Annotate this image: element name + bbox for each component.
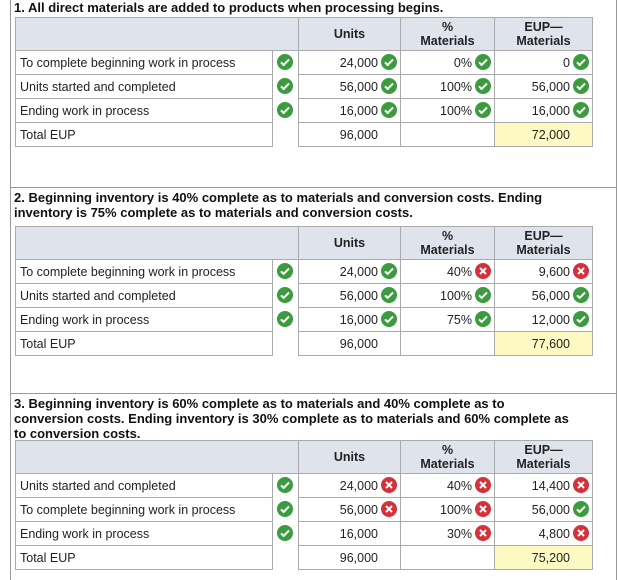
header-blank (15, 440, 273, 474)
correct-icon (277, 477, 293, 493)
section-title: 3. Beginning inventory is 60% complete a… (14, 396, 569, 441)
row-label: Units started and completed (15, 74, 273, 99)
total-label: Total EUP (15, 122, 273, 147)
header-text: Materials (420, 243, 475, 257)
row-units: 16,000 (298, 521, 401, 546)
header-gap (272, 226, 299, 260)
correct-icon (573, 501, 589, 517)
correct-icon (381, 102, 397, 118)
correct-icon (475, 78, 491, 94)
row-label: Ending work in process (15, 521, 273, 546)
row-label: To complete beginning work in process (15, 497, 273, 522)
total-eup: 72,000 (494, 122, 593, 147)
correct-icon (277, 78, 293, 94)
header-percent: % Materials (400, 17, 495, 51)
header-eup: EUP— Materials (494, 226, 593, 260)
header-eup: EUP— Materials (494, 17, 593, 51)
total-units: 96,000 (298, 122, 401, 147)
incorrect-icon (573, 477, 589, 493)
correct-icon (277, 525, 293, 541)
header-text: EUP— (524, 229, 563, 243)
correct-icon (381, 54, 397, 70)
header-text: % (441, 229, 454, 243)
incorrect-icon (573, 525, 589, 541)
correct-icon (475, 102, 491, 118)
header-text: % (441, 20, 454, 34)
incorrect-icon (381, 477, 397, 493)
correct-icon (277, 501, 293, 517)
row-label: To complete beginning work in process (15, 50, 273, 75)
row-label: Units started and completed (15, 473, 273, 498)
incorrect-icon (573, 263, 589, 279)
correct-icon (573, 311, 589, 327)
total-blank (400, 122, 495, 147)
correct-icon (381, 78, 397, 94)
header-gap (272, 440, 299, 474)
header-text: Materials (516, 457, 571, 471)
incorrect-icon (475, 263, 491, 279)
frame-right (616, 0, 617, 580)
correct-icon (277, 102, 293, 118)
incorrect-icon (475, 477, 491, 493)
incorrect-icon (381, 501, 397, 517)
correct-icon (277, 263, 293, 279)
correct-icon (573, 102, 589, 118)
divider (10, 187, 617, 188)
correct-icon (277, 311, 293, 327)
header-units: Units (298, 17, 401, 51)
correct-icon (381, 311, 397, 327)
divider (10, 393, 617, 394)
correct-icon (381, 263, 397, 279)
total-label: Total EUP (15, 545, 273, 570)
correct-icon (573, 287, 589, 303)
header-blank (15, 226, 273, 260)
header-text: EUP— (524, 20, 563, 34)
header-text: Materials (516, 243, 571, 257)
header-units: Units (298, 440, 401, 474)
correct-icon (475, 311, 491, 327)
row-label: Ending work in process (15, 98, 273, 123)
section-title: 2. Beginning inventory is 40% complete a… (14, 190, 543, 220)
frame-left (10, 0, 11, 580)
total-units: 96,000 (298, 331, 401, 356)
header-text: Materials (420, 34, 475, 48)
total-label: Total EUP (15, 331, 273, 356)
header-text: Materials (420, 457, 475, 471)
total-blank (400, 331, 495, 356)
header-text: EUP— (524, 443, 563, 457)
row-label: Units started and completed (15, 283, 273, 308)
header-percent: % Materials (400, 226, 495, 260)
header-eup: EUP— Materials (494, 440, 593, 474)
header-gap (272, 17, 299, 51)
correct-icon (277, 54, 293, 70)
correct-icon (475, 54, 491, 70)
section-title: 1. All direct materials are added to pro… (14, 0, 444, 15)
correct-icon (381, 287, 397, 303)
correct-icon (475, 287, 491, 303)
header-blank (15, 17, 273, 51)
header-percent: % Materials (400, 440, 495, 474)
correct-icon (277, 287, 293, 303)
correct-icon (573, 78, 589, 94)
total-eup: 75,200 (494, 545, 593, 570)
row-label: Ending work in process (15, 307, 273, 332)
total-eup: 77,600 (494, 331, 593, 356)
correct-icon (573, 54, 589, 70)
header-text: Materials (516, 34, 571, 48)
incorrect-icon (475, 525, 491, 541)
total-units: 96,000 (298, 545, 401, 570)
row-label: To complete beginning work in process (15, 259, 273, 284)
total-blank (400, 545, 495, 570)
header-text: % (441, 443, 454, 457)
header-units: Units (298, 226, 401, 260)
incorrect-icon (475, 501, 491, 517)
